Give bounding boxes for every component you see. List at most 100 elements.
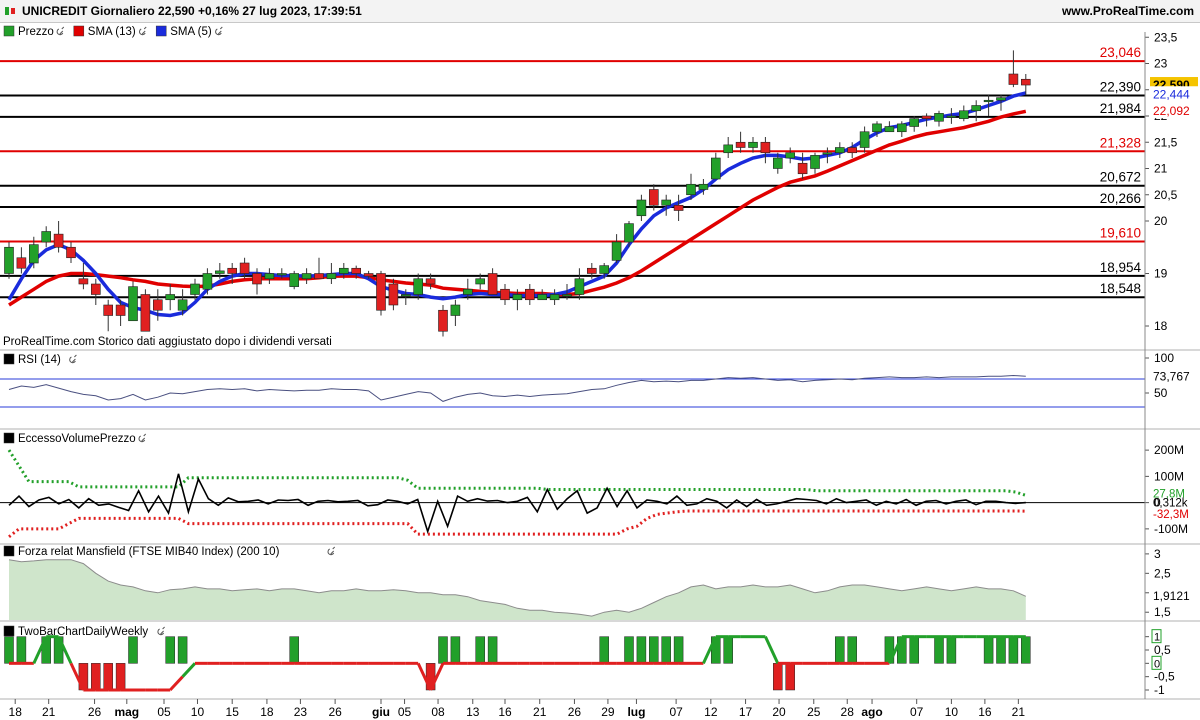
candle[interactable] (338, 263, 349, 279)
legend-label: SMA (13) (88, 26, 136, 38)
candle[interactable] (797, 152, 808, 179)
candle[interactable] (41, 226, 52, 248)
candle[interactable] (16, 247, 27, 274)
candle[interactable] (177, 289, 188, 316)
candle[interactable] (636, 194, 647, 221)
candle[interactable] (450, 299, 461, 326)
candle[interactable] (921, 113, 932, 127)
candle[interactable] (946, 108, 957, 124)
candle[interactable] (425, 273, 436, 290)
candle[interactable] (785, 147, 796, 164)
candle[interactable] (611, 234, 622, 263)
wrench-icon[interactable] (327, 546, 336, 556)
wrench-icon[interactable] (215, 26, 223, 36)
candle[interactable] (748, 137, 758, 153)
candle[interactable] (710, 152, 721, 180)
candle[interactable] (599, 263, 610, 279)
eccesso-panel[interactable]: EccessoVolumePrezzo 200M 100M 0 -100M 27,8M0,… (0, 432, 1189, 538)
candle[interactable] (314, 257, 324, 280)
wrench-icon[interactable] (69, 354, 77, 364)
candle[interactable] (363, 270, 374, 279)
candle[interactable] (153, 289, 163, 321)
candle[interactable] (4, 242, 14, 279)
mansfield-panel[interactable]: Forza relat Mansfield (FTSE MIB40 Index)… (3, 545, 1198, 620)
candle[interactable] (723, 137, 734, 158)
candle[interactable] (586, 263, 597, 279)
candle[interactable] (958, 105, 969, 122)
candle[interactable] (239, 257, 250, 279)
candle[interactable] (66, 242, 76, 263)
candle[interactable] (165, 284, 175, 311)
candle[interactable] (475, 273, 486, 290)
candle[interactable] (28, 236, 39, 269)
candle[interactable] (772, 152, 783, 174)
candle[interactable] (190, 278, 200, 300)
candle[interactable] (996, 95, 1006, 111)
wrench-icon[interactable] (157, 626, 165, 636)
candle[interactable] (202, 268, 213, 295)
candle[interactable] (686, 173, 696, 200)
candle[interactable] (53, 221, 64, 253)
candle[interactable] (103, 299, 113, 332)
candle[interactable] (500, 284, 510, 305)
candle[interactable] (872, 121, 882, 137)
candle[interactable] (661, 194, 672, 216)
candle[interactable] (884, 121, 895, 133)
wrench-icon[interactable] (56, 26, 65, 36)
candle[interactable] (735, 131, 746, 153)
candle[interactable] (215, 263, 225, 279)
candle[interactable] (227, 263, 237, 284)
candle[interactable] (140, 289, 151, 332)
candle[interactable] (971, 100, 982, 122)
legend-label: SMA (5) (170, 26, 212, 38)
candle[interactable] (648, 184, 659, 211)
candle[interactable] (487, 268, 498, 295)
candle[interactable] (859, 126, 870, 153)
candle[interactable] (78, 263, 89, 290)
candle[interactable] (896, 121, 907, 137)
candle[interactable] (388, 278, 399, 311)
candle[interactable] (301, 268, 312, 284)
candle[interactable] (822, 147, 833, 164)
candle[interactable] (934, 110, 944, 127)
candle[interactable] (326, 263, 337, 284)
candle-body (177, 299, 188, 311)
candle[interactable] (438, 305, 448, 337)
candle[interactable] (462, 278, 473, 300)
candle[interactable] (128, 281, 138, 322)
candle[interactable] (624, 221, 634, 248)
candle[interactable] (562, 284, 572, 300)
site-link[interactable]: www.ProRealTime.com (1061, 4, 1194, 18)
candle[interactable] (252, 268, 262, 295)
wrench-icon[interactable] (138, 433, 147, 443)
candle[interactable] (264, 268, 275, 284)
candle[interactable] (400, 289, 411, 305)
candle[interactable] (524, 284, 535, 305)
candle[interactable] (376, 270, 386, 316)
candle[interactable] (1020, 74, 1031, 95)
candle[interactable] (810, 152, 820, 174)
candle[interactable] (276, 268, 287, 279)
candle[interactable] (983, 95, 994, 116)
candle[interactable] (413, 273, 424, 300)
candle[interactable] (289, 270, 300, 290)
candle[interactable] (512, 289, 523, 311)
wrench-icon[interactable] (139, 26, 147, 36)
candle[interactable] (549, 289, 560, 305)
candle[interactable] (909, 116, 920, 132)
candle[interactable] (673, 194, 684, 221)
candle[interactable] (847, 142, 858, 158)
candle[interactable] (115, 299, 126, 326)
candle[interactable] (834, 142, 845, 158)
candle[interactable] (91, 278, 101, 305)
candle[interactable] (760, 137, 771, 164)
candle[interactable] (698, 179, 709, 195)
candle[interactable] (351, 265, 362, 279)
candle[interactable] (537, 289, 548, 301)
rsi-panel[interactable]: RSI (14) 100 50 73,767 (0, 351, 1198, 408)
candle[interactable] (574, 268, 585, 300)
twobar-panel[interactable]: TwoBarChartDailyWeekly10,50-0,5-110 (3, 625, 1175, 697)
candle[interactable] (1008, 50, 1019, 88)
